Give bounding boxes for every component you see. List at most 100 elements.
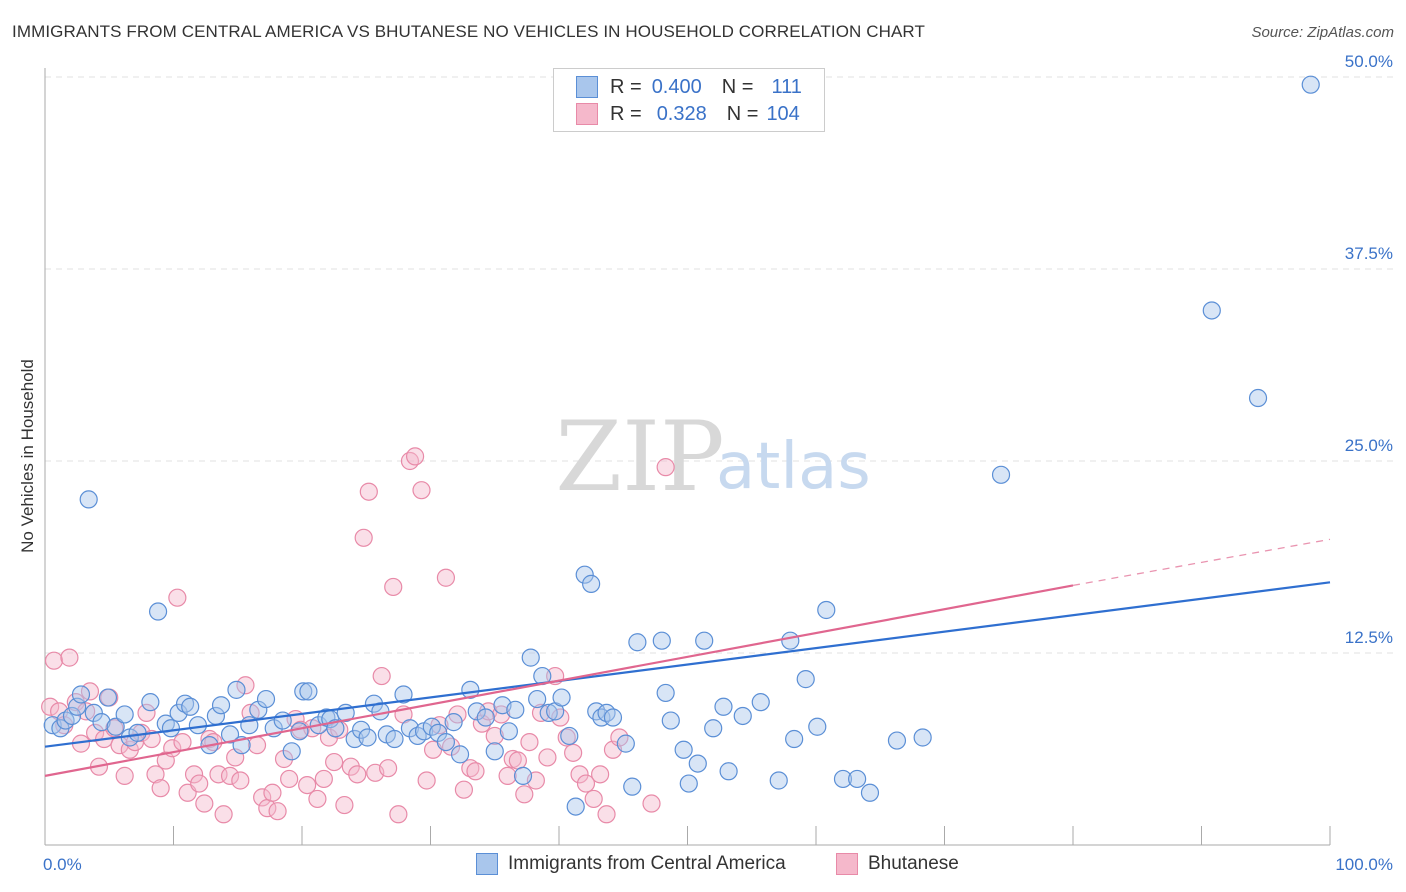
legend-label: Bhutanese	[868, 853, 959, 874]
point-pink-76	[454, 780, 474, 799]
point-blue-25	[220, 725, 240, 744]
point-pink-34	[214, 805, 233, 824]
point-blue-11	[115, 705, 134, 724]
r-label: R =	[610, 75, 642, 98]
point-pink-65	[389, 805, 408, 824]
point-pink-72	[430, 716, 449, 735]
point-pink-85	[508, 751, 527, 770]
y-tick-label-2: 37.5%	[1345, 244, 1393, 263]
point-blue-54	[429, 723, 448, 742]
chart-title: IMMIGRANTS FROM CENTRAL AMERICA VS BHUTA…	[12, 22, 925, 41]
y-tick-label-3: 50.0%	[1345, 52, 1393, 71]
point-blue-78	[597, 703, 616, 723]
legend-label: Immigrants from Central America	[508, 853, 786, 874]
watermark-zip: ZIP	[555, 401, 724, 513]
point-blue-10	[106, 717, 125, 736]
point-blue-94	[751, 693, 770, 712]
point-pink-45	[274, 749, 294, 769]
trend-line-central-america	[44, 581, 1331, 748]
point-blue-21	[188, 716, 208, 735]
point-blue-74	[575, 565, 594, 584]
point-blue-103	[860, 783, 880, 802]
stats-legend: R = 0.400 N = 111 R = 0.328 N = 104	[553, 68, 825, 132]
legend-swatch-blue	[576, 76, 598, 98]
point-blue-91	[714, 697, 733, 716]
point-pink-59	[354, 528, 373, 547]
point-pink-53	[319, 728, 339, 747]
point-blue-97	[785, 729, 804, 749]
point-blue-107	[1202, 301, 1221, 320]
point-pink-28	[184, 765, 204, 784]
point-pink-70	[417, 771, 436, 790]
point-pink-64	[384, 577, 403, 597]
point-pink-87	[520, 732, 539, 752]
y-axis-label: No Vehicles in Household	[18, 359, 37, 553]
grid-lines	[45, 76, 1395, 654]
point-pink-102	[642, 794, 661, 813]
point-pink-26	[173, 732, 192, 752]
point-pink-58	[348, 765, 367, 784]
n-label: N =	[721, 75, 754, 98]
point-pink-95	[570, 765, 589, 784]
point-blue-26	[227, 680, 246, 699]
point-blue-66	[521, 648, 540, 667]
point-blue-49	[394, 685, 413, 704]
point-pink-82	[492, 705, 511, 724]
point-blue-50	[400, 719, 420, 738]
point-pink-81	[485, 726, 504, 746]
point-blue-6	[79, 490, 98, 509]
watermark-atlas: atlas	[716, 430, 871, 504]
point-blue-24	[211, 696, 231, 715]
point-blue-84	[656, 683, 675, 703]
point-pink-15	[115, 766, 134, 785]
point-pink-35	[220, 766, 240, 785]
point-blue-83	[652, 631, 671, 650]
point-blue-48	[385, 729, 404, 749]
point-blue-40	[326, 719, 345, 738]
point-blue-64	[506, 700, 525, 719]
point-blue-44	[358, 728, 377, 747]
point-pink-56	[335, 795, 354, 815]
point-pink-33	[209, 765, 228, 784]
point-blue-65	[513, 766, 533, 785]
point-blue-86	[674, 740, 693, 759]
r-label: R =	[610, 102, 642, 125]
series-central-america	[43, 75, 1320, 816]
n-value: 111	[771, 75, 802, 98]
point-blue-15	[148, 602, 168, 621]
point-blue-90	[704, 719, 723, 738]
trend-lines	[44, 538, 1331, 777]
point-pink-99	[597, 805, 616, 824]
watermark: ZIP atlas	[555, 401, 870, 513]
point-pink-38	[236, 676, 255, 695]
point-pink-7	[77, 702, 96, 721]
y-tick-label-1: 25.0%	[1345, 436, 1393, 455]
point-pink-44	[268, 802, 287, 821]
point-blue-106	[991, 465, 1011, 484]
point-blue-14	[141, 693, 160, 712]
r-value: 0.400	[651, 75, 702, 98]
point-pink-77	[461, 759, 480, 778]
point-pink-86	[515, 785, 534, 804]
point-blue-34	[290, 722, 309, 741]
point-blue-9	[98, 688, 118, 707]
point-blue-95	[769, 771, 788, 790]
point-blue-33	[282, 742, 301, 761]
point-pink-97	[584, 789, 603, 809]
axes	[44, 68, 1331, 846]
x-tick-label-min: 0.0%	[43, 855, 82, 874]
point-blue-105	[913, 728, 932, 747]
point-blue-59	[467, 702, 486, 721]
point-pink-73	[436, 568, 456, 587]
point-blue-87	[679, 774, 698, 793]
point-pink-62	[372, 666, 391, 686]
point-blue-67	[528, 689, 547, 709]
trend-line-bhutanese-extension	[1072, 538, 1331, 587]
legend-swatch-blue	[476, 853, 498, 875]
point-blue-89	[695, 631, 714, 650]
point-pink-40	[247, 736, 267, 755]
point-blue-51	[408, 726, 427, 746]
point-pink-19	[137, 703, 156, 723]
point-blue-57	[450, 745, 470, 764]
point-blue-3	[62, 706, 82, 726]
